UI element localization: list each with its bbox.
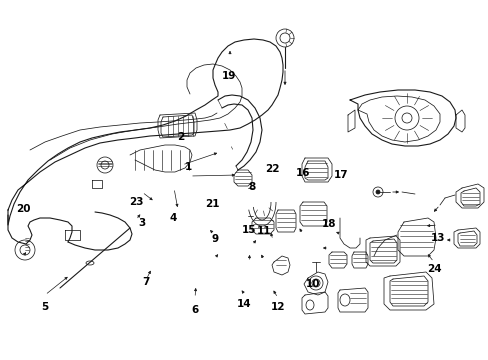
Text: 6: 6 (191, 305, 198, 315)
Text: 9: 9 (211, 234, 218, 244)
Ellipse shape (375, 190, 379, 194)
Text: 19: 19 (221, 71, 236, 81)
Text: 5: 5 (41, 302, 48, 312)
Text: 13: 13 (429, 233, 444, 243)
Text: 17: 17 (333, 170, 348, 180)
Text: 7: 7 (142, 276, 149, 287)
Text: 14: 14 (237, 299, 251, 309)
Text: 3: 3 (138, 218, 145, 228)
Text: 23: 23 (128, 197, 143, 207)
Text: 22: 22 (265, 164, 280, 174)
Text: 11: 11 (256, 226, 271, 236)
Text: 21: 21 (205, 199, 220, 210)
Text: 15: 15 (242, 225, 256, 235)
Text: 8: 8 (248, 182, 255, 192)
Text: 24: 24 (426, 264, 441, 274)
Text: 4: 4 (169, 213, 177, 223)
Text: 1: 1 (184, 162, 191, 172)
Text: 16: 16 (295, 168, 310, 178)
Text: 20: 20 (16, 204, 31, 214)
Text: 10: 10 (305, 279, 320, 289)
Text: 2: 2 (177, 132, 184, 142)
Text: 18: 18 (321, 219, 335, 229)
Text: 12: 12 (270, 302, 285, 312)
